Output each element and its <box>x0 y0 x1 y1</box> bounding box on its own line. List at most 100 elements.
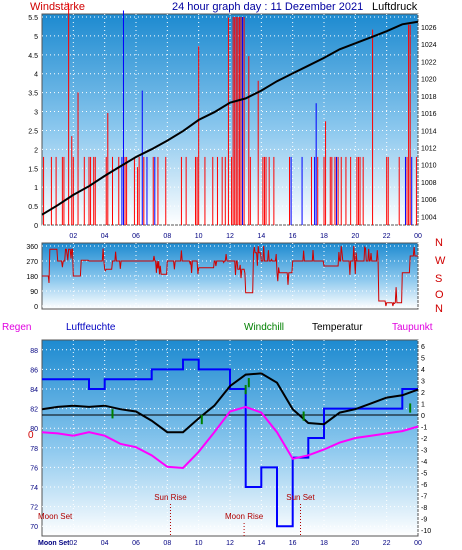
hour-tick-label: 02 <box>69 540 77 547</box>
event-markers: Moon Set Sun Rise Moon Rise Sun Set <box>38 493 316 536</box>
hour-tick-label: 16 <box>289 233 297 240</box>
humidity-tick-label: 76 <box>30 465 38 472</box>
wind-tick-label: 1 <box>34 185 38 192</box>
humidity-temperature-grid <box>42 340 419 536</box>
humidity-tick-label: 78 <box>30 446 38 453</box>
hour-tick-label: 12 <box>226 540 234 547</box>
luftfeuchte-label: Luftfeuchte <box>66 322 116 333</box>
hour-tick-label: 02 <box>69 233 77 240</box>
hour-tick-label: 04 <box>101 540 109 547</box>
hour-tick-label: 08 <box>163 233 171 240</box>
humidity-temperature-lines <box>41 358 419 528</box>
wind-direction-series-line <box>42 245 418 307</box>
humidity-tick-label: 74 <box>30 485 38 492</box>
wind-strength-label: Windstärke <box>30 1 85 13</box>
pressure-tick-label: 1004 <box>421 214 437 221</box>
hour-tick-label: 10 <box>195 233 203 240</box>
pressure-tick-label: 1016 <box>421 111 437 118</box>
pressure-tick-label: 1026 <box>421 25 437 32</box>
compass-letter: S <box>435 273 442 285</box>
direction-tick-label: 90 <box>30 289 38 296</box>
wind-tick-label: 2.5 <box>28 128 38 135</box>
hour-tick-label: 08 <box>163 540 171 547</box>
temperature-tick-label: -10 <box>421 528 431 535</box>
event-label: Sun Set <box>286 493 315 502</box>
pressure-series-line <box>41 20 419 216</box>
temperatur-label: Temperatur <box>312 322 363 333</box>
temperature-tick-label: -5 <box>421 471 427 478</box>
direction-tick-label: 180 <box>26 274 38 281</box>
pressure-tick-label: 1018 <box>421 94 437 101</box>
hour-tick-label: 06 <box>132 540 140 547</box>
temperature-tick-label: 5 <box>421 355 425 362</box>
temperature-tick-label: 0 <box>421 413 425 420</box>
hour-tick-label: 18 <box>320 540 328 547</box>
moon-set-bottom-label: Moon Set <box>38 540 70 547</box>
wind-pressure-panel <box>41 13 419 226</box>
wind-tick-label: 4 <box>34 72 38 79</box>
direction-tick-label: 360 <box>26 244 38 251</box>
humidity-axis-labels: 70 72 74 76 78 80 82 84 86 88 <box>30 348 38 531</box>
pressure-tick-label: 1010 <box>421 163 437 170</box>
taupunkt-label: Taupunkt <box>392 322 433 333</box>
compass-letter: N <box>435 303 443 315</box>
humidity-tick-label: 86 <box>30 367 38 374</box>
compass-letter: W <box>435 255 446 267</box>
humidity-tick-label: 72 <box>30 505 38 512</box>
pressure-tick-label: 1008 <box>421 180 437 187</box>
temperature-tick-label: -4 <box>421 459 427 466</box>
hour-tick-label: 20 <box>351 233 359 240</box>
temperature-tick-label: 3 <box>421 378 425 385</box>
wind-tick-label: 0.5 <box>28 204 38 211</box>
wind-tick-label: 0 <box>34 223 38 230</box>
temperature-tick-label: -8 <box>421 505 427 512</box>
humidity-tick-label: 70 <box>30 524 38 531</box>
wind-tick-label: 1.5 <box>28 166 38 173</box>
humidity-tick-label: 80 <box>30 426 38 433</box>
wind-direction-line <box>42 245 418 307</box>
regen-label: Regen <box>2 322 31 333</box>
pressure-label: Luftdruck <box>372 1 418 13</box>
temperature-tick-label: 1 <box>421 401 425 408</box>
hour-tick-label: 22 <box>383 233 391 240</box>
windchill-label: Windchill <box>244 322 284 333</box>
temperature-tick-label: -9 <box>421 517 427 524</box>
temperature-tick-label: -3 <box>421 448 427 455</box>
series-line-luftfeuchte <box>42 358 418 528</box>
hour-tick-label: 00 <box>414 540 422 547</box>
pressure-tick-label: 1014 <box>421 128 437 135</box>
chart-title: 24 hour graph day : 11 Dezember 2021 <box>172 1 363 13</box>
direction-tick-label: 270 <box>26 259 38 266</box>
hour-tick-label: 16 <box>289 540 297 547</box>
temperature-tick-label: -7 <box>421 494 427 501</box>
compass-letter: O <box>435 289 444 301</box>
hour-tick-label: 10 <box>195 540 203 547</box>
wind-tick-label: 5 <box>34 34 38 41</box>
temperature-tick-label: -6 <box>421 482 427 489</box>
hour-tick-label: 22 <box>383 540 391 547</box>
wind-tick-label: 4.5 <box>28 53 38 60</box>
humidity-tick-label: 82 <box>30 407 38 414</box>
pressure-tick-label: 1012 <box>421 145 437 152</box>
temperature-tick-label: 4 <box>421 367 425 374</box>
series-line-temperatur <box>41 372 419 434</box>
wind-direction-axis-labels: 360 270 180 90 0 <box>26 244 38 311</box>
series-line-taupunkt <box>41 405 419 470</box>
hour-tick-label: 06 <box>132 233 140 240</box>
event-label: Moon Set <box>38 512 73 521</box>
temperature-tick-label: -1 <box>421 424 427 431</box>
event-label: Moon Rise <box>225 512 264 521</box>
pressure-tick-label: 1006 <box>421 197 437 204</box>
pressure-line <box>41 20 419 216</box>
wind-bars <box>43 3 417 225</box>
hour-tick-label: 14 <box>257 540 265 547</box>
event-label: Sun Rise <box>154 493 187 502</box>
temperature-tick-label: 6 <box>421 344 425 351</box>
wind-tick-label: 3 <box>34 110 38 117</box>
hour-axis-labels-bottom: 02 04 06 08 10 12 14 16 18 20 22 00 <box>69 540 422 547</box>
hour-tick-label: 14 <box>257 233 265 240</box>
wind-tick-label: 5.5 <box>28 15 38 22</box>
